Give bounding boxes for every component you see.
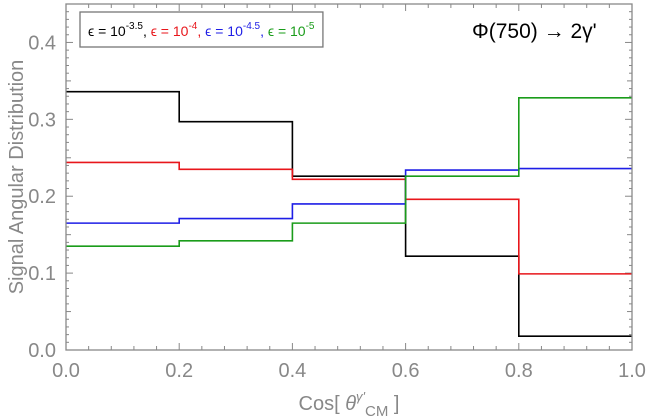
legend-sep-eps-1e-4: , bbox=[197, 23, 201, 39]
x-tick-label: 1.0 bbox=[618, 360, 646, 382]
x-label-suffix: ] bbox=[388, 393, 399, 415]
legend-entry-eps-1e-5: ϵ = 10 bbox=[264, 23, 306, 39]
x-label-sup: γ' bbox=[356, 389, 366, 404]
x-tick-label: 0.4 bbox=[278, 360, 306, 382]
tick-labels: 0.0 0.2 0.4 0.6 0.8 1.0 0.0 0.1 0.2 0.3 0.4 bbox=[28, 32, 646, 382]
series-line-eps-1e-4 bbox=[66, 161, 632, 275]
legend-entry-eps-1e-4.5: ϵ = 10 bbox=[201, 23, 243, 39]
x-label-theta: θ bbox=[345, 393, 356, 415]
x-axis-label: Cos[ θγ'CM ] bbox=[299, 389, 400, 419]
x-tick-label: 0.6 bbox=[392, 360, 420, 382]
plot-frame bbox=[65, 3, 633, 351]
legend-entry-eps-1e-3.5: ϵ = 10 bbox=[88, 23, 126, 39]
y-tick-label: 0.4 bbox=[28, 32, 56, 54]
legend-exp-eps-1e-4.5: -4.5 bbox=[243, 21, 261, 32]
series-layer bbox=[66, 90, 632, 337]
x-tick-label: 0.8 bbox=[505, 360, 533, 382]
x-label-sub: CM bbox=[365, 403, 388, 419]
legend-sep-eps-1e-4.5: , bbox=[260, 23, 264, 39]
x-tick-label: 0.0 bbox=[52, 360, 80, 382]
legend-box bbox=[79, 11, 324, 48]
y-tick-label: 0.0 bbox=[28, 340, 56, 362]
series-line-eps-1e-5 bbox=[66, 97, 632, 247]
series-line-eps-1e-3.5 bbox=[66, 90, 632, 337]
legend-entry-eps-1e-4: ϵ = 10 bbox=[147, 23, 189, 39]
y-axis-label: Signal Angular Distribution bbox=[6, 60, 28, 295]
legend-sep-eps-1e-3.5: , bbox=[143, 23, 147, 39]
x-label-prefix: Cos[ bbox=[299, 393, 346, 415]
legend-exp-eps-1e-5: -5 bbox=[306, 21, 315, 32]
y-tick-label: 0.2 bbox=[28, 186, 56, 208]
x-tick-label: 0.2 bbox=[165, 360, 193, 382]
chart-annotation: Φ(750) → 2γ' bbox=[472, 20, 597, 43]
y-tick-label: 0.3 bbox=[28, 109, 56, 131]
legend-exp-eps-1e-3.5: -3.5 bbox=[126, 21, 144, 32]
legend: ϵ = 10-3.5, ϵ = 10-4, ϵ = 10-4.5, ϵ = 10… bbox=[79, 11, 324, 48]
legend-text: ϵ = 10-3.5, ϵ = 10-4, ϵ = 10-4.5, ϵ = 10… bbox=[88, 21, 315, 39]
y-tick-label: 0.1 bbox=[28, 263, 56, 285]
legend-exp-eps-1e-4: -4 bbox=[188, 21, 197, 32]
